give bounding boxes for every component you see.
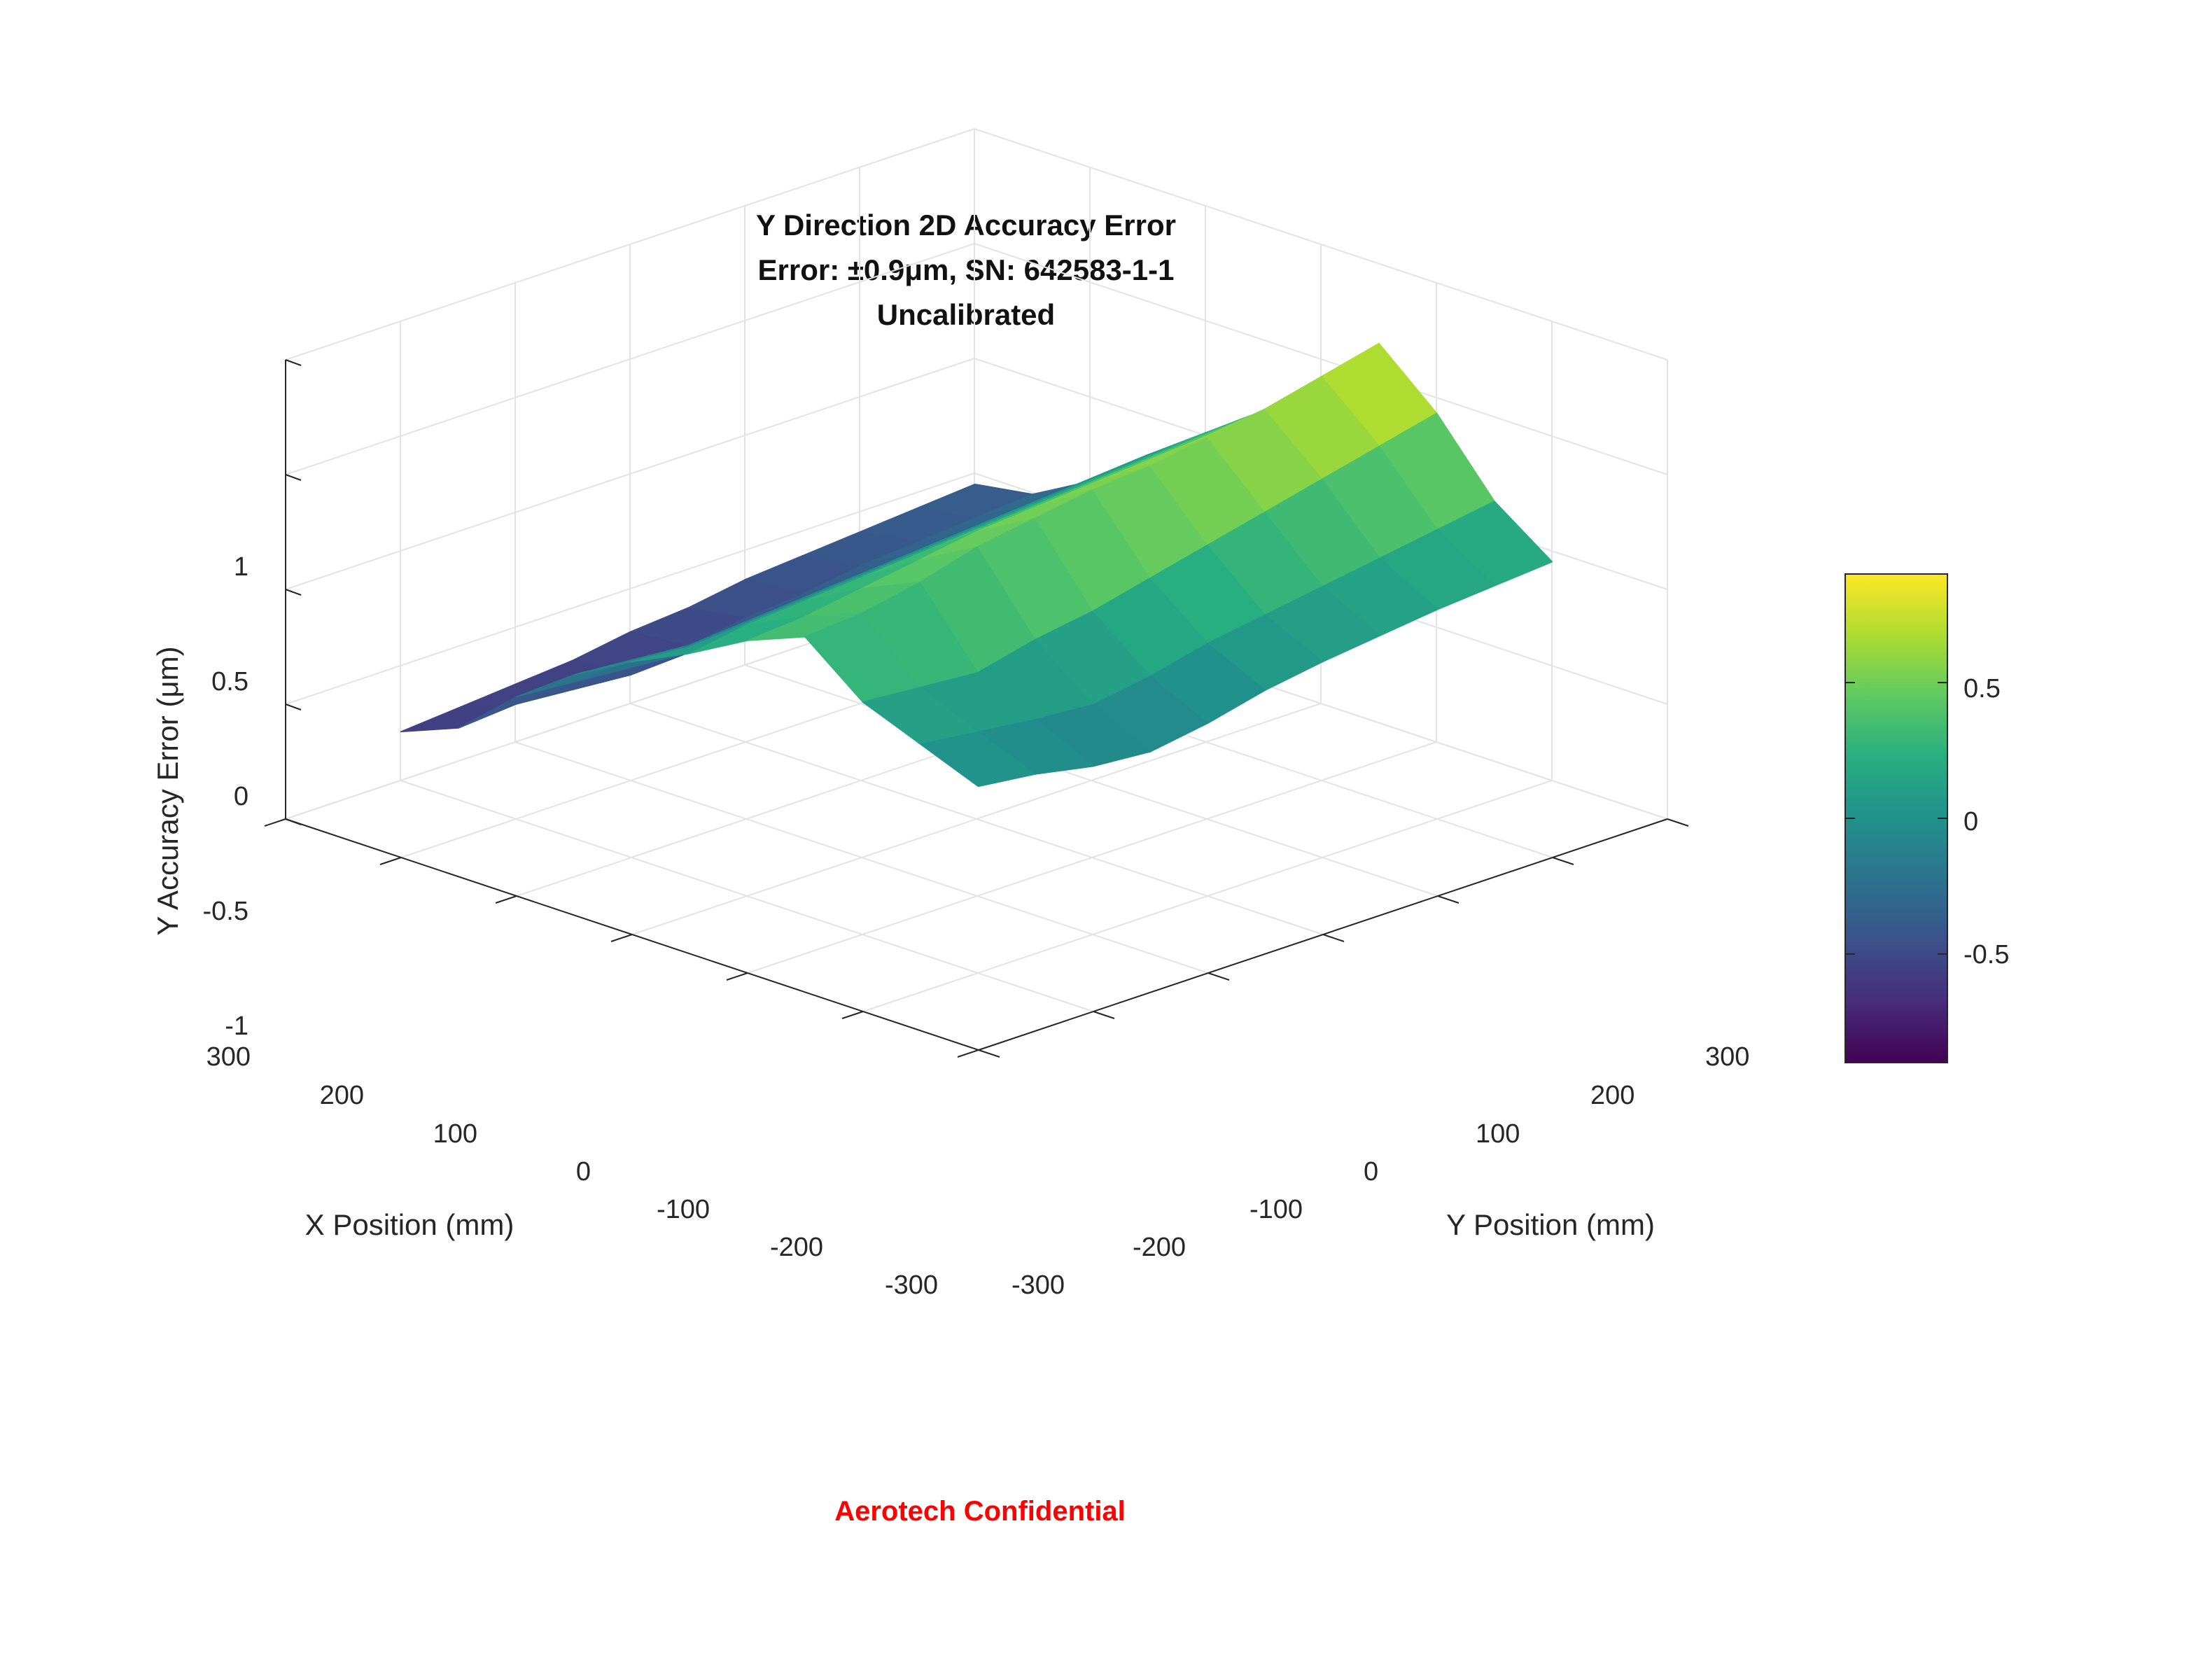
z-tick-label: 0.5 (211, 667, 248, 696)
y-tick-label: 100 (1476, 1119, 1520, 1149)
chart-title-line-3: Uncalibrated (877, 298, 1055, 331)
x-axis-tick (726, 972, 748, 981)
x-axis-tick (957, 1049, 979, 1058)
wall-grid-line (974, 128, 1668, 360)
z-tick-label: -0.5 (203, 897, 248, 926)
x-tick-label: 100 (433, 1119, 477, 1149)
x-axis-tick (841, 1011, 864, 1019)
y-axis-label: Y Position (mm) (1446, 1208, 1655, 1241)
z-axis-label: Y Accuracy Error (μm) (151, 646, 184, 935)
wall-grid-line (285, 358, 975, 590)
z-tick-label: -1 (225, 1011, 248, 1041)
y-axis-tick (1208, 972, 1230, 981)
tick-labels: 300 200 100 0 -100 -200 -300 -300 -200 -… (203, 552, 1750, 1300)
y-axis-tick (1552, 857, 1574, 865)
x-tick-label: 0 (576, 1157, 591, 1186)
y-tick-label: -200 (1133, 1233, 1186, 1262)
x-axis-tick (264, 818, 286, 827)
x-tick-label: 300 (206, 1042, 251, 1072)
wall-grid-line (285, 472, 975, 705)
z-axis-tick (285, 818, 302, 825)
x-tick-label: -300 (885, 1270, 938, 1300)
z-axis-tick (285, 589, 302, 596)
z-axis-tick (285, 704, 302, 710)
y-tick-label: 0 (1364, 1157, 1378, 1186)
x-axis-tick (610, 934, 633, 942)
y-axis-tick (1322, 934, 1345, 942)
z-axis-tick (285, 359, 302, 366)
colorbar-tick-label: -0.5 (1963, 940, 2009, 969)
colorbar-gradient (1844, 573, 1948, 1063)
chart-title: Y Direction 2D Accuracy Error Error: ±0.… (756, 209, 1176, 331)
x-axis-tick (495, 895, 517, 904)
x-tick-label: -100 (657, 1195, 710, 1224)
x-axis-tick (379, 857, 402, 865)
surface-patch (920, 731, 1037, 788)
y-tick-label: -300 (1011, 1270, 1065, 1300)
wall-grid-line (974, 243, 1668, 475)
x-axis-label: X Position (mm) (305, 1208, 514, 1241)
wall-grid-line (285, 128, 975, 360)
y-tick-label: -100 (1250, 1195, 1303, 1224)
colorbar-ticks (1845, 682, 1947, 955)
chart-title-line-1: Y Direction 2D Accuracy Error (756, 209, 1176, 241)
colorbar-tick-label: 0 (1963, 807, 1978, 836)
chart-title-line-2: Error: ±0.9μm, SN: 642583-1-1 (757, 253, 1174, 286)
y-axis-tick (1437, 895, 1460, 904)
y-tick-label: 300 (1705, 1042, 1749, 1072)
z-tick-label: 1 (234, 552, 248, 582)
wall-grid-line (285, 243, 975, 475)
y-axis-tick (1093, 1011, 1115, 1019)
y-tick-label: 200 (1590, 1081, 1634, 1110)
confidential-notice: Aerotech Confidential (834, 1496, 1126, 1527)
colorbar-tick-label: 0.5 (1963, 674, 2001, 704)
y-axis-tick (978, 1049, 1000, 1058)
y-axis-tick (1667, 818, 1689, 827)
colorbar: 0.5 0 -0.5 (1844, 573, 2009, 1063)
x-tick-label: -200 (770, 1233, 823, 1262)
axes-frame (264, 359, 1689, 1058)
x-tick-label: 200 (320, 1081, 364, 1110)
z-axis-tick (285, 474, 302, 481)
error-surface (400, 342, 1553, 788)
z-tick-label: 0 (234, 782, 248, 811)
